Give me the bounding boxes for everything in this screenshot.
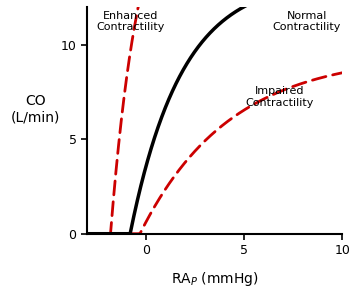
Text: Enhanced
Contractility: Enhanced Contractility: [96, 11, 164, 32]
Text: Impaired
Contractility: Impaired Contractility: [245, 86, 313, 108]
Text: RA$_P$ (mmHg): RA$_P$ (mmHg): [171, 270, 258, 288]
Text: CO
(L/min): CO (L/min): [11, 94, 61, 124]
Text: Normal
Contractility: Normal Contractility: [273, 11, 341, 32]
